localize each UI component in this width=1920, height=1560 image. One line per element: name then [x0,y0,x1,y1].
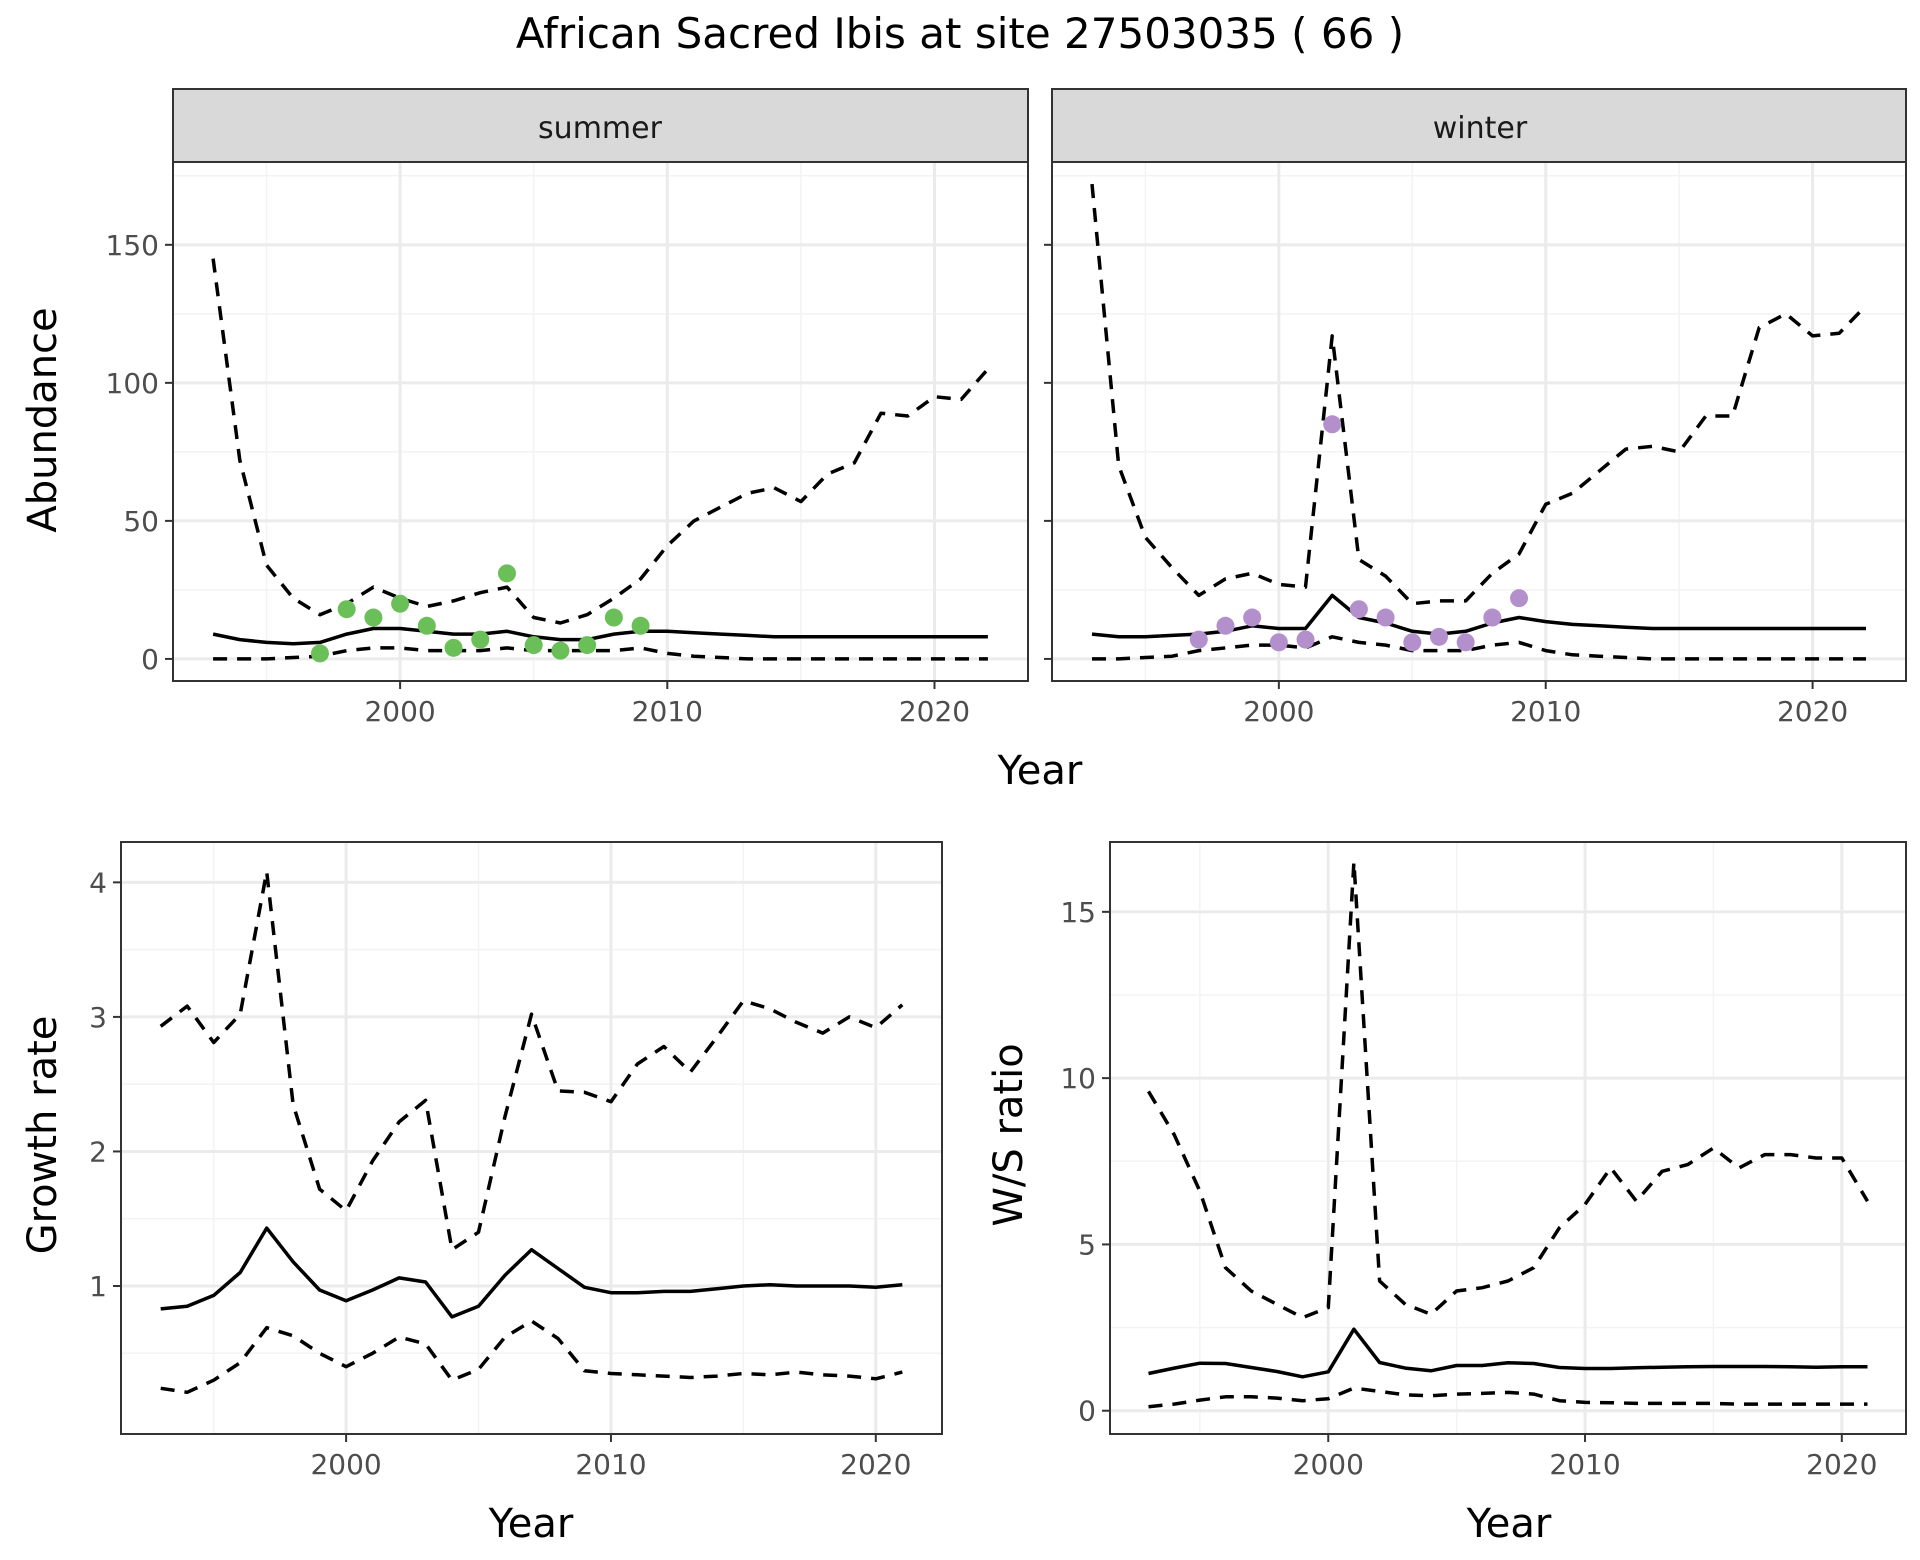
y-tick-label: 100 [106,367,159,400]
ratio-xlabel: Year [1466,1501,1552,1547]
summer-observed-point [337,600,356,619]
winter-observed-point [1323,415,1342,434]
chart-title: African Sacred Ibis at site 27503035 ( 6… [516,9,1404,58]
x-tick-label: 2010 [632,695,703,728]
panel-border [120,841,943,1435]
summer-observed-point [578,636,597,655]
winter-observed-point [1510,589,1529,608]
winter-observed-point [1376,608,1395,627]
y-tick-label: 0 [1078,1395,1096,1428]
panel-border [1051,161,1907,682]
x-tick-label: 2020 [899,695,970,728]
ratio-upper-ci-line [1146,860,1870,1320]
winter-observed-point [1403,633,1422,652]
x-tick-label: 2000 [1243,695,1314,728]
summer-observed-point [524,636,543,655]
y-tick-label: 150 [106,229,159,262]
x-tick-label: 2010 [575,1448,646,1481]
winter-lower-ci-line [1092,635,1866,661]
strip-summer [172,88,1029,163]
panel-winter: 2000 2010 2020 [1044,88,1907,728]
winter-observed-point [1189,630,1208,649]
summer-observed-point [444,638,463,657]
ratio-mean-line [1148,1327,1868,1379]
growth-mean-line [160,1226,903,1319]
winter-upper-ci-line [1090,183,1868,606]
growth-ylabel: Growth rate [20,1016,66,1255]
summer-observed-point [631,616,650,635]
summer-observed-point [551,641,570,660]
panel-ratio: 2000 2010 2020 0 5 10 15 [1060,841,1907,1481]
summer-observed-point [310,644,329,663]
winter-observed-point [1349,600,1368,619]
x-tick-label: 2000 [310,1448,381,1481]
abundance-xlabel: Year [997,748,1083,794]
x-tick-label: 2020 [1806,1448,1877,1481]
panel-border [1109,841,1907,1435]
panel-summer: 2000 2010 2020 0 50 100 150 [106,88,1029,728]
y-tick-label: 3 [89,1001,107,1034]
x-tick-label: 2020 [1777,695,1848,728]
winter-observed-point [1269,633,1288,652]
growth-lower-ci-line [160,1319,903,1395]
panel-border [172,161,1029,682]
y-tick-label: 4 [89,866,107,899]
panel-growth: 2000 2010 2020 1 2 3 4 [89,841,943,1481]
strip-winter [1051,88,1907,163]
winter-observed-point [1216,616,1235,635]
summer-lower-ci-line [213,646,988,661]
summer-observed-point [471,630,490,649]
x-tick-label: 2010 [1510,695,1581,728]
summer-observed-point [364,608,383,627]
summer-observed-point [604,608,623,627]
ratio-ylabel: W/S ratio [986,1043,1032,1226]
y-tick-label: 50 [123,505,159,538]
winter-observed-point [1296,630,1315,649]
y-tick-label: 15 [1060,896,1096,929]
y-tick-label: 10 [1060,1062,1096,1095]
strip-label-winter: winter [1433,111,1528,146]
winter-observed-point [1429,627,1448,646]
growth-upper-ci-line [159,869,904,1252]
x-tick-label: 2010 [1549,1448,1620,1481]
winter-observed-point [1456,633,1475,652]
summer-observed-point [417,616,436,635]
y-tick-label: 0 [141,643,159,676]
winter-observed-point [1243,608,1262,627]
summer-observed-point [497,564,516,583]
x-tick-label: 2000 [1293,1448,1364,1481]
summer-observed-point [391,594,410,613]
growth-xlabel: Year [488,1501,574,1547]
y-tick-label: 2 [89,1135,107,1168]
summer-mean-line [212,626,988,646]
y-tick-label: 1 [89,1270,107,1303]
x-tick-label: 2000 [364,695,435,728]
x-tick-label: 2020 [840,1448,911,1481]
abundance-ylabel: Abundance [20,307,66,532]
y-tick-label: 5 [1078,1228,1096,1261]
winter-observed-point [1483,608,1502,627]
ratio-lower-ci-line [1148,1386,1868,1409]
strip-label-summer: summer [538,111,663,146]
